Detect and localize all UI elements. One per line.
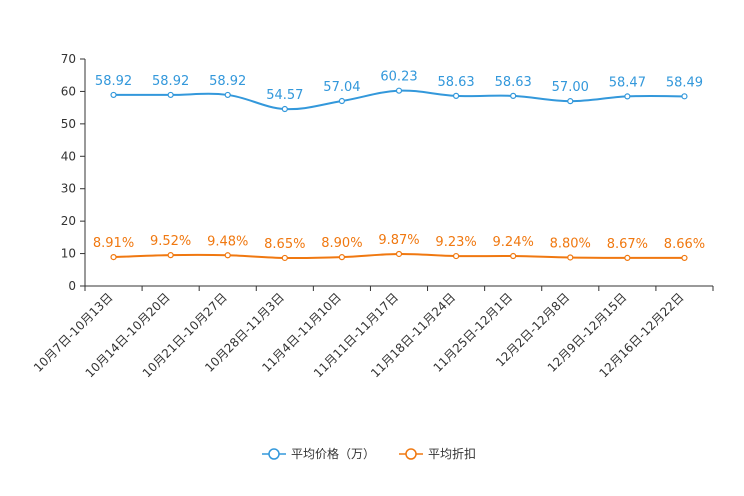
data-point[interactable] xyxy=(510,252,517,260)
legend-marker-icon xyxy=(405,448,417,460)
y-tick-label: 40 xyxy=(61,149,76,163)
series-0: 58.92 58.92 58.92 54.57 57.04 60.23 58.63 58.63… xyxy=(95,70,703,113)
data-point[interactable] xyxy=(567,98,574,105)
data-label: 8.67% xyxy=(607,237,648,252)
data-point[interactable] xyxy=(110,254,117,261)
data-point[interactable] xyxy=(167,252,174,259)
data-label: 9.24% xyxy=(493,235,534,250)
y-tick-label: 30 xyxy=(61,182,76,196)
data-label: 57.00 xyxy=(552,80,589,95)
x-axis-ticks: 10月7日-10月13日10月14日-10月20日10月21日-10月27日10… xyxy=(31,286,714,380)
data-point[interactable] xyxy=(624,93,631,100)
legend-label: 平均折扣 xyxy=(428,446,476,461)
data-label: 8.90% xyxy=(321,236,362,251)
data-point[interactable] xyxy=(224,91,231,99)
data-point[interactable] xyxy=(395,250,403,258)
data-point[interactable] xyxy=(281,105,288,113)
y-tick-label: 50 xyxy=(61,117,76,131)
data-label: 8.91% xyxy=(93,236,134,251)
data-label: 58.92 xyxy=(95,74,132,89)
data-point[interactable] xyxy=(110,91,117,99)
data-label: 58.63 xyxy=(437,75,474,90)
data-point[interactable] xyxy=(224,252,231,259)
data-point[interactable] xyxy=(281,254,288,262)
data-label: 8.65% xyxy=(264,237,305,252)
data-point[interactable] xyxy=(167,91,174,99)
data-point[interactable] xyxy=(567,254,574,261)
data-label: 8.66% xyxy=(664,237,705,252)
series-group: 58.92 58.92 58.92 54.57 57.04 60.23 58.63 58.63… xyxy=(93,70,705,262)
data-point[interactable] xyxy=(510,92,517,99)
data-label: 8.80% xyxy=(550,236,591,251)
legend[interactable]: 平均价格（万） 平均折扣 xyxy=(262,446,476,461)
data-label: 9.23% xyxy=(435,235,476,250)
legend-label: 平均价格（万） xyxy=(291,446,375,461)
y-tick-label: 20 xyxy=(61,214,76,228)
legend-item-0[interactable]: 平均价格（万） xyxy=(262,446,375,461)
y-axis-ticks: 0 10 20 30 40 50 60 70 xyxy=(61,52,85,293)
data-label: 9.52% xyxy=(150,234,191,249)
y-tick-label: 0 xyxy=(68,279,76,293)
data-label: 58.63 xyxy=(495,75,532,90)
data-point[interactable] xyxy=(338,254,346,261)
y-tick-label: 60 xyxy=(61,84,76,98)
y-tick-label: 70 xyxy=(61,52,76,66)
data-point[interactable] xyxy=(338,97,346,105)
data-label: 58.92 xyxy=(209,74,246,89)
data-label: 60.23 xyxy=(380,70,417,85)
data-point[interactable] xyxy=(395,87,403,94)
data-point[interactable] xyxy=(681,254,688,262)
data-point[interactable] xyxy=(452,92,460,99)
data-label: 58.47 xyxy=(609,75,646,90)
axes xyxy=(84,59,713,287)
legend-marker-icon xyxy=(268,448,280,460)
data-label: 58.92 xyxy=(152,74,189,89)
data-label: 9.87% xyxy=(378,233,419,248)
series-1: 8.91% 9.52% 9.48% 8.65% 8.90% 9.87% 9.23% 9.24%… xyxy=(93,233,705,262)
data-label: 58.49 xyxy=(666,75,703,90)
legend-item-1[interactable]: 平均折扣 xyxy=(399,446,476,461)
data-point[interactable] xyxy=(624,254,631,261)
data-label: 9.48% xyxy=(207,234,248,249)
data-point[interactable] xyxy=(681,93,688,100)
data-label: 54.57 xyxy=(266,88,303,103)
y-tick-label: 10 xyxy=(61,247,76,261)
data-label: 57.04 xyxy=(323,80,360,95)
data-point[interactable] xyxy=(452,252,460,260)
